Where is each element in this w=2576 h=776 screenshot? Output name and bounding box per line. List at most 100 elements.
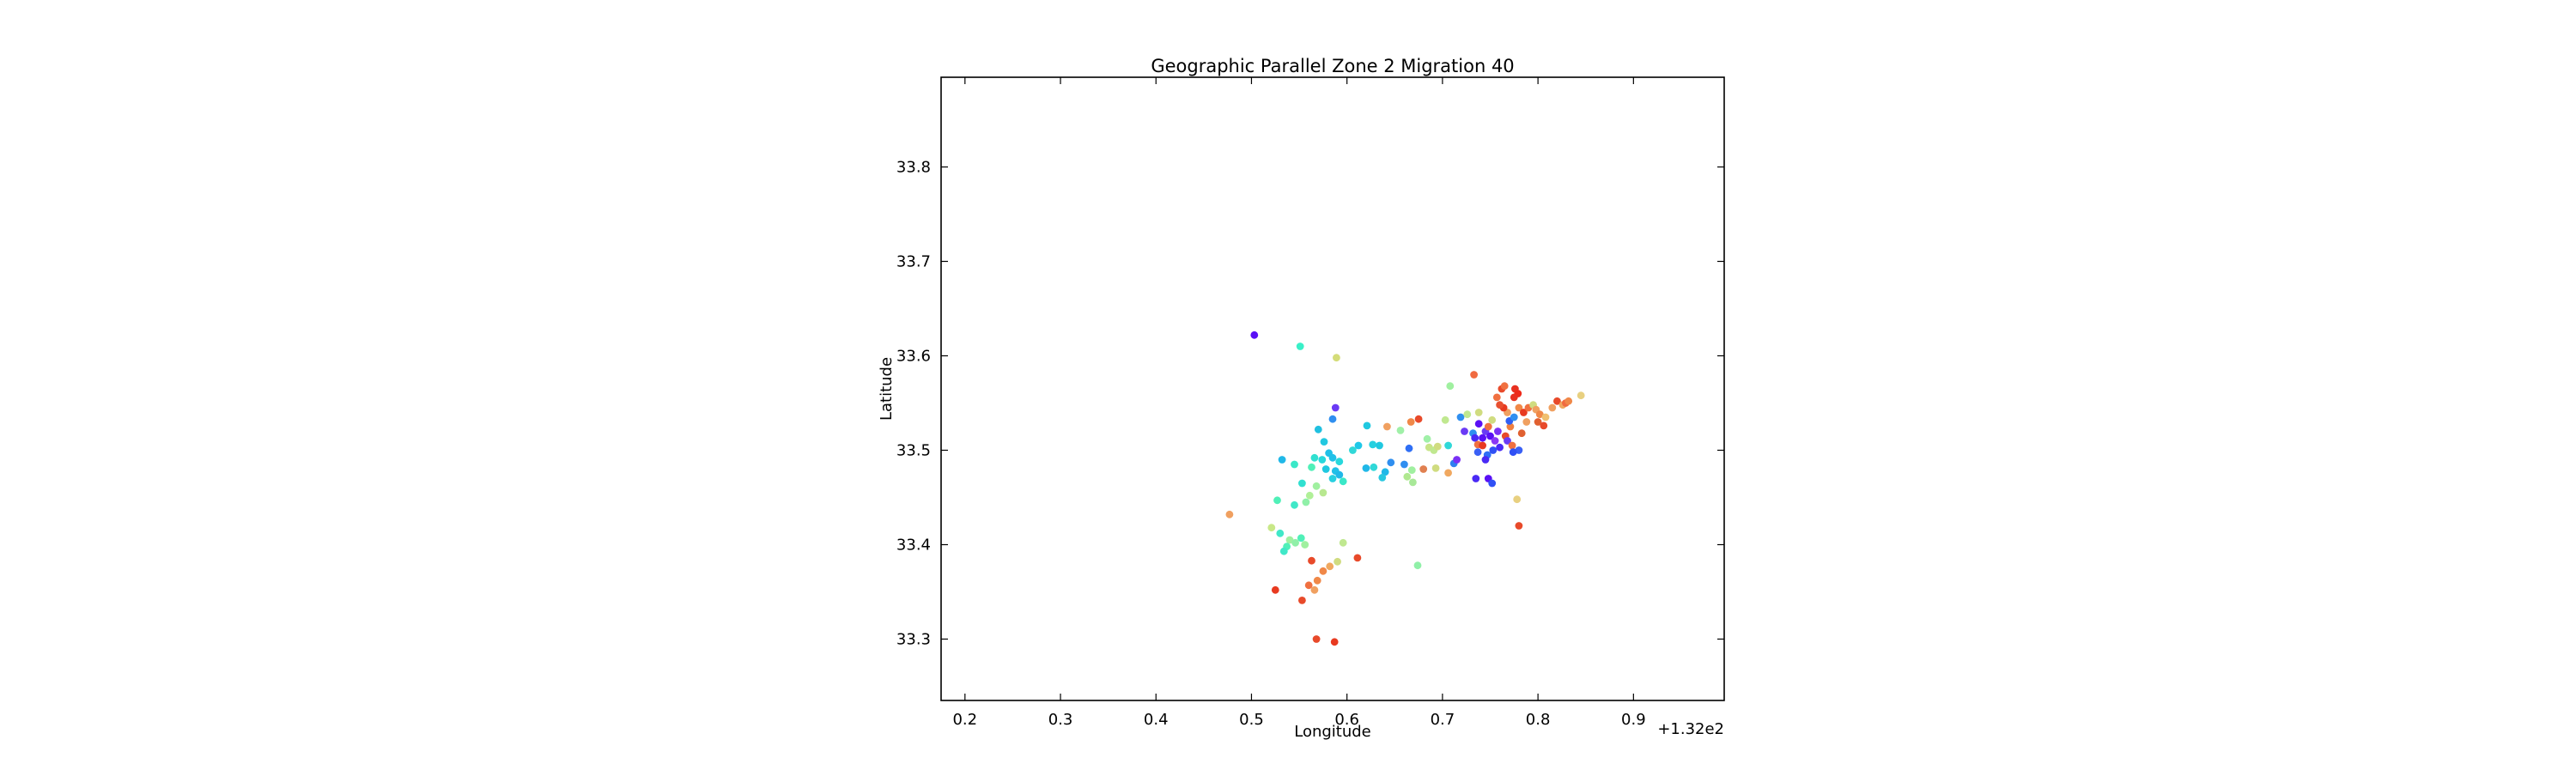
scatter-point xyxy=(1362,464,1370,472)
scatter-point xyxy=(1320,438,1328,446)
scatter-point xyxy=(1496,443,1504,452)
x-tick-label: 0.7 xyxy=(1431,711,1455,729)
scatter-point xyxy=(1328,453,1337,462)
scatter-point xyxy=(1446,382,1455,391)
scatter-point xyxy=(1553,397,1561,405)
scatter-point xyxy=(1496,401,1504,409)
scatter-point xyxy=(1326,562,1334,571)
scatter-point xyxy=(1500,382,1509,391)
scatter-point xyxy=(1508,441,1516,450)
scatter-point xyxy=(1484,422,1492,431)
scatter-point xyxy=(1419,465,1428,473)
scatter-point xyxy=(1403,472,1412,481)
scatter-point xyxy=(1488,415,1497,424)
scatter-point xyxy=(1474,420,1483,428)
scatter-point xyxy=(1510,413,1518,421)
x-axis-offset-label: +1.32e2 xyxy=(1657,720,1724,738)
scatter-point xyxy=(1250,330,1259,339)
scatter-point xyxy=(1308,556,1315,565)
scatter-point xyxy=(1319,567,1327,575)
x-tick-label: 0.5 xyxy=(1239,711,1264,729)
chart-title: Geographic Parallel Zone 2 Migration 40 xyxy=(1151,56,1514,76)
scatter-point xyxy=(1328,475,1337,482)
axis-ticks: 0.2 0.3 0.4 0.5 0.6 0.7 0.8 0.9 33.3 33.4 33.5 33.6… xyxy=(896,77,1724,729)
scatter-point xyxy=(1488,479,1497,488)
scatter-point xyxy=(1489,446,1498,454)
scatter-point xyxy=(1444,441,1452,450)
scatter-point xyxy=(1453,456,1461,464)
scatter-point xyxy=(1334,557,1341,566)
scatter-point xyxy=(1301,541,1309,549)
scatter-point xyxy=(1285,536,1294,544)
scatter-point xyxy=(1509,448,1517,457)
scatter-point xyxy=(1333,354,1340,362)
scatter-point xyxy=(1354,441,1363,450)
scatter-point xyxy=(1473,448,1482,457)
scatter-point xyxy=(1369,440,1377,449)
scatter-point xyxy=(1318,456,1327,464)
scatter-point xyxy=(1310,585,1319,594)
scatter-point xyxy=(1520,409,1528,416)
scatter-point xyxy=(1515,446,1523,454)
scatter-point xyxy=(1331,403,1340,412)
scatter-point xyxy=(1267,524,1276,532)
scatter-point xyxy=(1506,422,1515,431)
scatter-point xyxy=(1276,529,1285,537)
scatter-point xyxy=(1513,495,1522,504)
y-axis-label: Latitude xyxy=(878,357,896,421)
x-tick-label: 0.3 xyxy=(1048,711,1073,729)
scatter-point xyxy=(1479,433,1486,442)
scatter-point xyxy=(1479,441,1486,450)
scatter-point xyxy=(1535,410,1544,419)
plot-frame xyxy=(940,76,1725,701)
scatter-point xyxy=(1308,463,1315,471)
scatter-point xyxy=(1414,415,1423,423)
x-tick-label: 0.6 xyxy=(1334,711,1359,729)
scatter-point xyxy=(1510,393,1518,402)
scatter-point xyxy=(1335,470,1344,479)
scatter-point xyxy=(1271,585,1279,594)
scatter-point xyxy=(1409,478,1417,487)
scatter-point xyxy=(1413,561,1422,570)
scatter-point xyxy=(1381,468,1389,476)
scatter-point xyxy=(1577,391,1585,400)
x-tick-label: 0.4 xyxy=(1144,711,1169,729)
scatter-point xyxy=(1296,343,1304,350)
scatter-point xyxy=(1486,432,1494,440)
scatter-point xyxy=(1481,456,1490,464)
scatter-point xyxy=(1312,635,1321,643)
scatter-point xyxy=(1339,538,1347,547)
scatter-point xyxy=(1405,444,1413,452)
scatter-point xyxy=(1522,418,1531,426)
scatter-point xyxy=(1463,410,1472,419)
y-tick-label: 33.8 xyxy=(896,159,931,177)
scatter-point xyxy=(1431,464,1440,472)
scatter-point xyxy=(1492,393,1501,402)
scatter-point xyxy=(1433,442,1442,451)
y-tick-label: 33.7 xyxy=(896,253,931,271)
scatter-point xyxy=(1456,413,1465,421)
scatter-point xyxy=(1305,491,1314,500)
scatter-point xyxy=(1541,413,1550,421)
scatter-point xyxy=(1328,415,1337,423)
x-tick-label: 0.8 xyxy=(1526,711,1551,729)
scatter-point xyxy=(1302,498,1310,506)
scatter-point xyxy=(1472,475,1480,482)
scatter-point xyxy=(1225,510,1234,518)
scatter-point xyxy=(1363,421,1371,430)
scatter-point xyxy=(1470,371,1478,379)
scatter-point xyxy=(1494,427,1502,435)
scatter-point xyxy=(1291,500,1298,509)
scatter-point xyxy=(1291,538,1299,547)
scatter-point xyxy=(1515,403,1523,412)
scatter-point xyxy=(1474,409,1483,416)
scatter-point xyxy=(1383,422,1391,431)
scatter-point xyxy=(1441,415,1449,424)
y-tick-label: 33.5 xyxy=(896,442,931,460)
scatter-point xyxy=(1517,429,1526,438)
scatter-point xyxy=(1339,477,1347,486)
scatter-point xyxy=(1406,418,1415,426)
scatter-point xyxy=(1491,437,1499,445)
scatter-point xyxy=(1335,458,1344,466)
